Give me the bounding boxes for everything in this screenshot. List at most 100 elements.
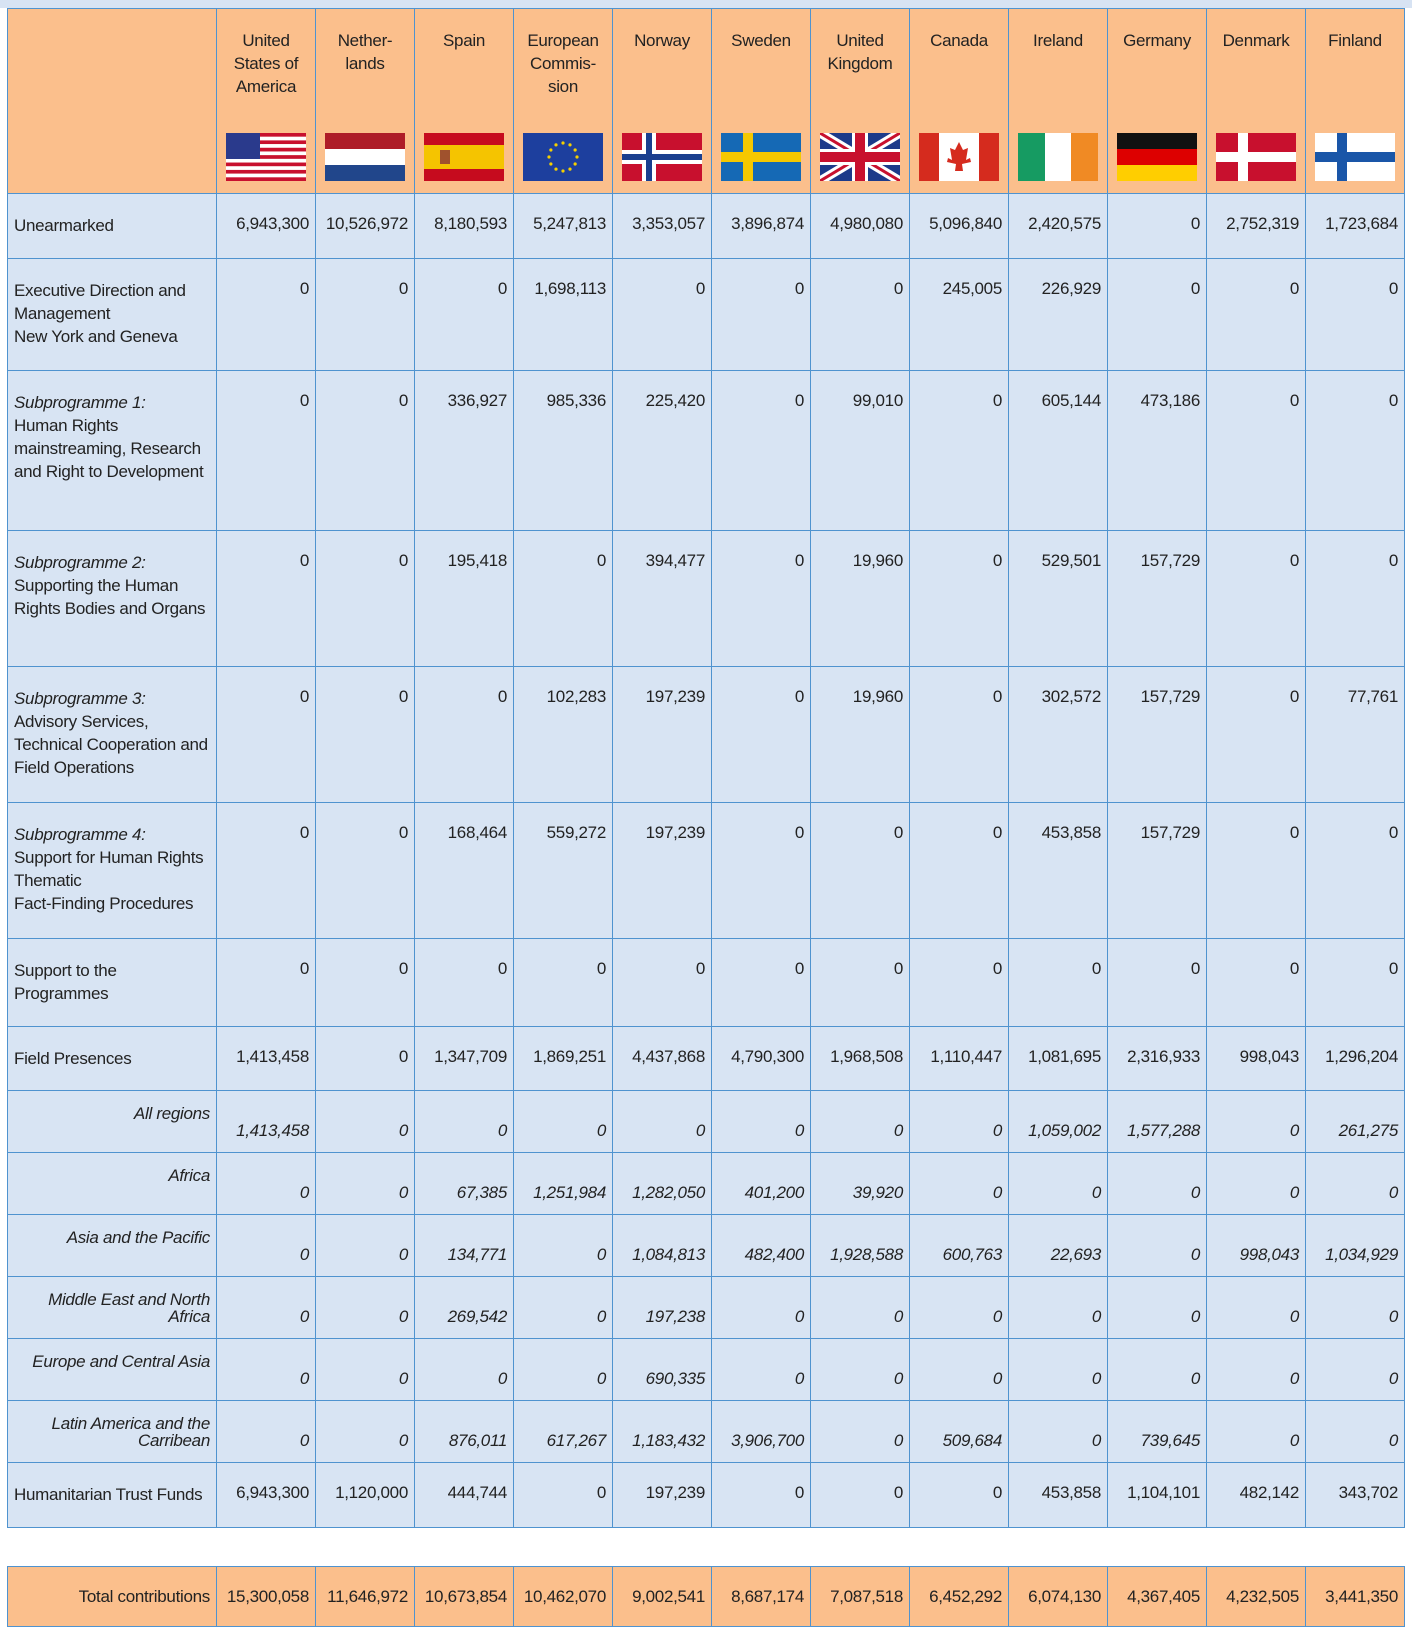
value-cell: 5,247,813 [513, 193, 613, 259]
value-cell: 0 [513, 938, 613, 1027]
country-header: Finland [1305, 8, 1405, 194]
value-cell: 0 [711, 1276, 811, 1339]
value-cell: 1,413,458 [216, 1026, 316, 1091]
region-row: Latin America and the Carribean 0 0 876,011… [7, 1400, 1405, 1463]
value-cell: 1,577,288 [1107, 1090, 1207, 1153]
value-cell: 0 [216, 530, 316, 667]
value-cell: 0 [1206, 530, 1306, 667]
value-cell: 226,929 [1008, 258, 1108, 371]
value-cell: 0 [612, 938, 712, 1027]
table-row: Subprogramme 2: Supporting the Human Rig… [7, 530, 1405, 667]
value-cell: 4,367,405 [1107, 1566, 1207, 1627]
country-header: United States of America [216, 8, 316, 194]
value-cell: 0 [1305, 802, 1405, 939]
value-cell: 529,501 [1008, 530, 1108, 667]
value-cell: 0 [909, 1152, 1009, 1215]
value-cell: 302,572 [1008, 666, 1108, 803]
label-text: Africa [168, 1166, 210, 1185]
value-cell: 0 [810, 258, 910, 371]
value-cell: 0 [1305, 1152, 1405, 1215]
value-cell: 0 [810, 1276, 910, 1339]
value-cell: 0 [711, 1338, 811, 1401]
value-cell: 0 [513, 1338, 613, 1401]
label-prefix: Subprogramme 4: [14, 825, 146, 844]
table-row: Unearmarked 6,943,300 10,526,972 8,180,593 5… [7, 193, 1405, 259]
value-cell: 0 [315, 258, 415, 371]
label-text: Asia and the Pacific [66, 1228, 211, 1247]
value-cell: 0 [711, 666, 811, 803]
value-cell: 0 [216, 258, 316, 371]
value-cell: 10,526,972 [315, 193, 415, 259]
value-cell: 0 [1305, 530, 1405, 667]
value-cell: 0 [909, 1276, 1009, 1339]
value-cell: 0 [315, 1026, 415, 1091]
value-cell: 7,087,518 [810, 1566, 910, 1627]
value-cell: 0 [612, 1090, 712, 1153]
label-text: Supporting the Human Rights Bodies and O… [14, 576, 206, 618]
table-row: Subprogramme 4: Support for Human Rights… [7, 802, 1405, 939]
flag [721, 133, 801, 181]
value-cell: 0 [216, 1214, 316, 1277]
value-cell: 11,646,972 [315, 1566, 415, 1627]
value-cell: 739,645 [1107, 1400, 1207, 1463]
country-header: Spain [414, 8, 514, 194]
row-label: Support to the Programmes [7, 938, 217, 1027]
value-cell: 0 [1008, 1338, 1108, 1401]
value-cell: 0 [1107, 1338, 1207, 1401]
value-cell: 269,542 [414, 1276, 514, 1339]
value-cell: 0 [513, 1462, 613, 1528]
label-text: Human Rights mainstreaming, Research and… [14, 416, 204, 481]
table-row: Subprogramme 1: Human Rights mainstreami… [7, 370, 1405, 531]
value-cell: 22,693 [1008, 1214, 1108, 1277]
value-cell: 0 [414, 1090, 514, 1153]
value-cell: 157,729 [1107, 530, 1207, 667]
country-header: European Commis- sion [513, 8, 613, 194]
value-cell: 157,729 [1107, 666, 1207, 803]
value-cell: 195,418 [414, 530, 514, 667]
label-prefix: Subprogramme 2: [14, 553, 146, 572]
value-cell: 0 [315, 1090, 415, 1153]
flag [1315, 133, 1395, 181]
country-name: Denmark [1222, 31, 1290, 50]
value-cell: 39,920 [810, 1152, 910, 1215]
value-cell: 473,186 [1107, 370, 1207, 531]
value-cell: 343,702 [1305, 1462, 1405, 1528]
value-cell: 245,005 [909, 258, 1009, 371]
region-row: Africa 0 0 67,385 1,251,984 1,282,050 401,200 3… [7, 1152, 1405, 1215]
row-label: Field Presences [7, 1026, 217, 1091]
value-cell: 157,729 [1107, 802, 1207, 939]
value-cell: 0 [216, 1152, 316, 1215]
region-row: Middle East and North Africa 0 0 269,542 0 19… [7, 1276, 1405, 1339]
flag [523, 133, 603, 181]
row-label: Unearmarked [7, 193, 217, 259]
label-prefix: Subprogramme 1: [14, 393, 146, 412]
header-row: United States of America Nether- lands Spa… [7, 8, 1405, 194]
value-cell: 0 [315, 1400, 415, 1463]
row-label: Subprogramme 1: Human Rights mainstreami… [7, 370, 217, 531]
value-cell: 0 [1008, 1152, 1108, 1215]
value-cell: 1,034,929 [1305, 1214, 1405, 1277]
value-cell: 0 [1305, 1338, 1405, 1401]
value-cell: 4,232,505 [1206, 1566, 1306, 1627]
label-text: Support to the Programmes [14, 961, 117, 1003]
value-cell: 2,752,319 [1206, 193, 1306, 259]
row-label: Asia and the Pacific [7, 1214, 217, 1277]
label-text: Europe and Central Asia [32, 1352, 210, 1371]
label-text: Latin America and the Carribean [51, 1414, 211, 1450]
value-cell: 0 [711, 802, 811, 939]
value-cell: 10,462,070 [513, 1566, 613, 1627]
label-text: Middle East and North Africa [48, 1290, 210, 1326]
value-cell: 77,761 [1305, 666, 1405, 803]
flag [1018, 133, 1098, 181]
country-name: Germany [1123, 31, 1191, 50]
value-cell: 168,464 [414, 802, 514, 939]
value-cell: 197,238 [612, 1276, 712, 1339]
label-text: Executive Direction and Management New Y… [14, 281, 186, 346]
flag [820, 133, 900, 181]
value-cell: 559,272 [513, 802, 613, 939]
table-row: Executive Direction and Management New Y… [7, 258, 1405, 371]
value-cell: 444,744 [414, 1462, 514, 1528]
value-cell: 0 [711, 258, 811, 371]
value-cell: 0 [315, 370, 415, 531]
flag [1216, 133, 1296, 181]
